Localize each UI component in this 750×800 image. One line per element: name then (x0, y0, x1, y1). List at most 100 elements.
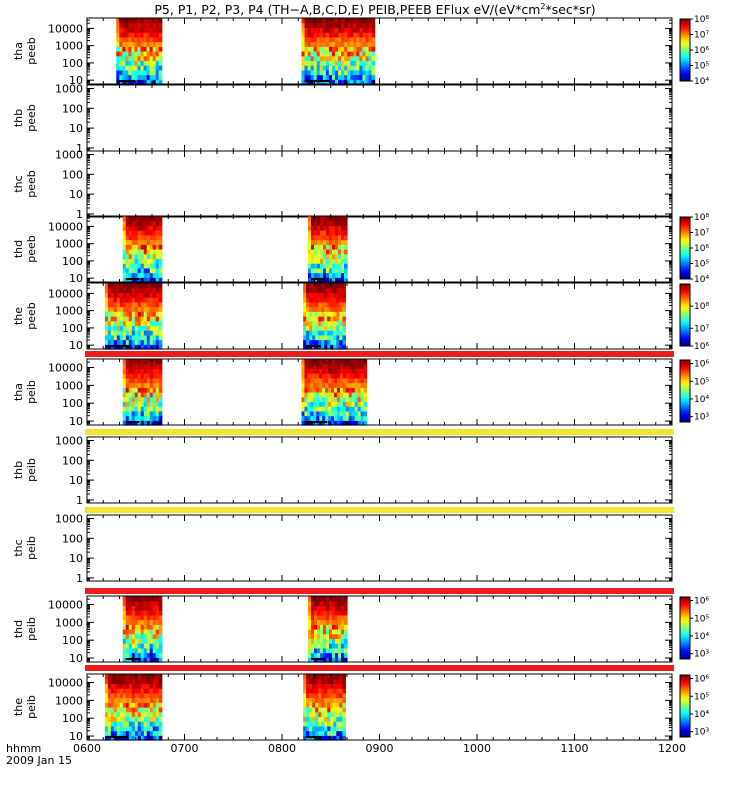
spectrogram-cell (342, 301, 346, 308)
spectrogram-cell (137, 253, 142, 260)
spectrogram-cell (137, 330, 142, 336)
spectrogram-cell (122, 716, 127, 722)
spectrogram-cell (131, 363, 136, 370)
spectrogram-cell (350, 27, 354, 33)
spectrogram-cell (158, 678, 163, 685)
spectrogram-cell (140, 51, 145, 57)
spectrogram-cell (146, 683, 151, 689)
spectrogram-cell (339, 339, 343, 345)
spectrogram-cell (122, 18, 126, 24)
spectrogram-cell (152, 330, 157, 336)
spectrogram-cell (348, 396, 353, 403)
spectrogram-cell (131, 605, 136, 611)
spectrogram-cell (131, 624, 136, 630)
spectrogram-cell (330, 683, 334, 689)
spectrogram-cell (308, 234, 312, 241)
spectrogram-cell (146, 387, 151, 393)
spectrogram-cell (140, 330, 145, 336)
spectrogram-cell (158, 392, 163, 398)
spectrogram-cell (317, 220, 321, 227)
spectrogram-cell (119, 716, 124, 722)
spectrogram-cell (316, 36, 321, 43)
spectrogram-cell (342, 678, 346, 685)
spectrogram-cell (158, 688, 163, 694)
spectrogram-cell (331, 406, 335, 412)
spectrogram-cell (313, 32, 318, 38)
spectrogram-cell (318, 711, 322, 718)
spectrogram-cell (333, 283, 337, 289)
spectrogram-cell (152, 320, 157, 327)
spectrogram-cell (125, 624, 130, 630)
spectrogram-cell (310, 406, 314, 412)
spectrogram-cell (331, 51, 336, 57)
spectrogram-cell (348, 359, 353, 365)
spectrogram-cell (371, 60, 376, 66)
spectrogram-cell (131, 735, 136, 741)
spectrogram-cell (122, 396, 127, 403)
spectrogram-cell (158, 633, 163, 640)
x-tick-label: 0900 (366, 742, 394, 755)
spectrogram-cell (309, 297, 313, 303)
spectrogram-cell (122, 605, 127, 611)
spectrogram-cell (137, 401, 142, 407)
spectrogram-cell (307, 359, 311, 365)
spectrogram-cell (128, 605, 133, 611)
spectrogram-cell (146, 330, 151, 336)
spectrogram-cell (308, 638, 312, 644)
spectrogram-cell (351, 363, 356, 370)
spectrogram-cell (137, 711, 142, 718)
spectrogram-cell (363, 410, 368, 417)
spectrogram-cell (315, 316, 319, 322)
spectrogram-cell (318, 306, 322, 312)
spectrogram-cell (107, 311, 112, 317)
spectrogram-cell (344, 657, 348, 663)
spectrogram-cell (122, 373, 127, 379)
spectrogram-cell (323, 277, 327, 283)
spectrogram-cell (350, 69, 354, 76)
spectrogram-cell (119, 707, 124, 713)
spectrogram-cell (140, 657, 145, 663)
spectrogram-cell (122, 267, 127, 274)
spectrogram-cell (128, 230, 133, 236)
spectrogram-cell (333, 297, 337, 303)
spectrogram-cell (155, 652, 160, 658)
y-tick-label: 1000 (55, 694, 83, 707)
spectrogram-cell (107, 334, 112, 341)
spectrogram-cell (363, 415, 368, 421)
spectrogram-cell (316, 382, 320, 388)
spectrogram-cell (344, 225, 348, 231)
spectrogram-cell (146, 643, 151, 649)
spectrogram-cell (335, 614, 339, 621)
spectrogram-cell (155, 325, 160, 331)
status-bar (85, 429, 674, 435)
spectrogram-cell (356, 51, 360, 57)
spectrogram-cell (128, 707, 133, 713)
spectrogram-cell (339, 721, 343, 727)
spectrogram-cell (131, 614, 136, 621)
spectrogram-cell (122, 420, 127, 426)
spectrogram-cell (310, 74, 315, 80)
spectrogram-cell (338, 234, 342, 241)
spectrogram-cell (149, 272, 154, 278)
spectrogram-cell (322, 373, 326, 379)
spectrogram-cell (128, 629, 133, 635)
spectrogram-cell (356, 60, 360, 66)
spectrogram-cell (307, 368, 311, 374)
spectrogram-cell (158, 258, 163, 264)
spectrogram-cell (116, 22, 120, 29)
spectrogram-cell (338, 36, 342, 43)
spectrogram-cell (318, 702, 322, 708)
spectrogram-cell (306, 320, 310, 327)
spectrogram-cell (307, 401, 311, 407)
spectrogram-cell (324, 334, 328, 341)
spectrogram-cell (319, 363, 323, 370)
colorbar-tick-label: 10⁸ (694, 15, 709, 25)
spectrogram-cell (149, 707, 154, 713)
spectrogram-cell (327, 297, 331, 303)
spectrogram-cell (308, 220, 312, 227)
spectrogram-cell (323, 216, 327, 222)
spectrogram-cell (155, 382, 160, 388)
spectrogram-cell (146, 647, 151, 654)
spectrogram-cell (304, 373, 309, 379)
colorbar-tick-label: 10⁷ (694, 324, 709, 334)
